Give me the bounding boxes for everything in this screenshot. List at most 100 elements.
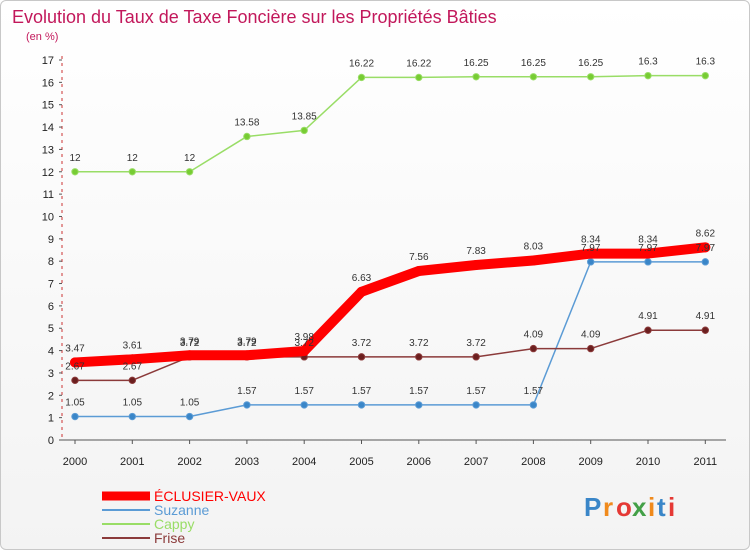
series-point (300, 126, 308, 135)
series-point (415, 73, 423, 82)
series-point (472, 401, 480, 409)
series-point (71, 168, 79, 176)
x-tick-label: 2002 (177, 456, 201, 468)
data-label: 7.97 (581, 243, 601, 254)
series-point (185, 412, 194, 421)
series-point (70, 357, 80, 368)
series-point (413, 266, 424, 277)
series-line-éclusier-vaux (70, 242, 711, 368)
data-label: 2.67 (65, 361, 85, 372)
y-tick-label: 3 (48, 368, 54, 380)
data-label: 7.56 (409, 252, 429, 263)
series-point (587, 258, 595, 266)
series-line-suzanne (74, 261, 707, 418)
series-point (587, 73, 595, 81)
series-point (701, 71, 709, 80)
data-label: 4.09 (524, 330, 544, 341)
series-point (529, 73, 538, 81)
y-tick-label: 7 (48, 279, 54, 291)
series-point (128, 412, 137, 421)
chart-subtitle: (en %) (26, 31, 58, 43)
series-point (415, 401, 423, 409)
y-tick-label: 2 (48, 390, 54, 402)
series-point (357, 401, 366, 409)
series-point (185, 168, 194, 176)
series-line-cappy (74, 74, 707, 173)
data-label: 7.97 (696, 243, 716, 254)
data-label: 7.97 (638, 243, 658, 254)
x-tick-label: 2001 (120, 456, 144, 468)
series-point (585, 248, 596, 259)
series-point (243, 401, 251, 409)
x-tick-label: 2004 (292, 456, 316, 468)
series-point (357, 353, 366, 361)
legend-label: Cappy (154, 516, 194, 532)
x-tick-label: 2007 (464, 456, 488, 468)
data-labels: 12 12 12 13.58 13.85 16.22 16.22 16.25 16.25 16.2… (65, 57, 715, 409)
series-point (71, 376, 79, 385)
data-label: 16.3 (696, 57, 716, 68)
data-label: 4.09 (581, 330, 601, 341)
data-label: 2.67 (123, 361, 143, 372)
data-label: 1.57 (237, 386, 257, 397)
data-label: 3.79 (180, 336, 200, 347)
legend-label: Suzanne (154, 502, 209, 518)
data-label: 1.05 (180, 398, 200, 409)
series-point (644, 71, 652, 80)
data-label: 1.05 (65, 398, 85, 409)
legend-label: Frise (154, 530, 185, 546)
logo-letter: i (668, 492, 676, 522)
logo-letter: t (657, 492, 667, 522)
data-label: 3.98 (294, 332, 314, 343)
y-tick-label: 16 (42, 77, 54, 89)
y-tick-label: 8 (48, 256, 54, 268)
x-tick-label: 2008 (521, 456, 545, 468)
data-label: 13.58 (234, 117, 259, 128)
data-label: 3.72 (409, 338, 429, 349)
series-point (241, 350, 252, 361)
series-point (644, 326, 652, 334)
data-label: 16.25 (521, 58, 546, 69)
logo-letter: i (648, 492, 656, 522)
x-tick-label: 2009 (578, 456, 602, 468)
series-point (701, 326, 709, 334)
data-label: 1.05 (123, 398, 143, 409)
y-tick-label: 0 (48, 435, 54, 447)
data-label: 8.34 (638, 235, 658, 246)
series-point (184, 350, 195, 361)
y-tick-label: 15 (42, 100, 54, 112)
data-label: 3.72 (237, 338, 257, 349)
series-point (700, 242, 711, 253)
data-label: 1.57 (524, 386, 544, 397)
data-label: 8.62 (696, 228, 716, 239)
data-label: 4.91 (696, 311, 716, 322)
logo-letter: x (632, 492, 647, 522)
series-point (356, 286, 367, 297)
data-label: 3.79 (237, 336, 257, 347)
data-label: 16.3 (638, 57, 658, 68)
data-label: 12 (184, 153, 196, 164)
data-label: 16.25 (464, 58, 489, 69)
series-point (529, 344, 538, 353)
y-tick-label: 11 (43, 189, 54, 201)
data-label: 1.57 (409, 386, 429, 397)
x-tick-label: 2003 (235, 456, 259, 468)
y-tick-label: 14 (42, 122, 54, 134)
series-point (472, 353, 480, 361)
legend-label: ÉCLUSIER-VAUX (154, 488, 266, 504)
series-point (299, 346, 310, 357)
series-point (701, 258, 709, 266)
series-point (128, 168, 137, 176)
data-label: 6.63 (352, 273, 372, 284)
data-label: 1.57 (466, 386, 486, 397)
series-point (643, 248, 653, 259)
series-point (128, 376, 137, 385)
data-label: 16.25 (578, 58, 603, 69)
series-point (415, 353, 423, 361)
y-tick-label: 9 (48, 234, 54, 246)
